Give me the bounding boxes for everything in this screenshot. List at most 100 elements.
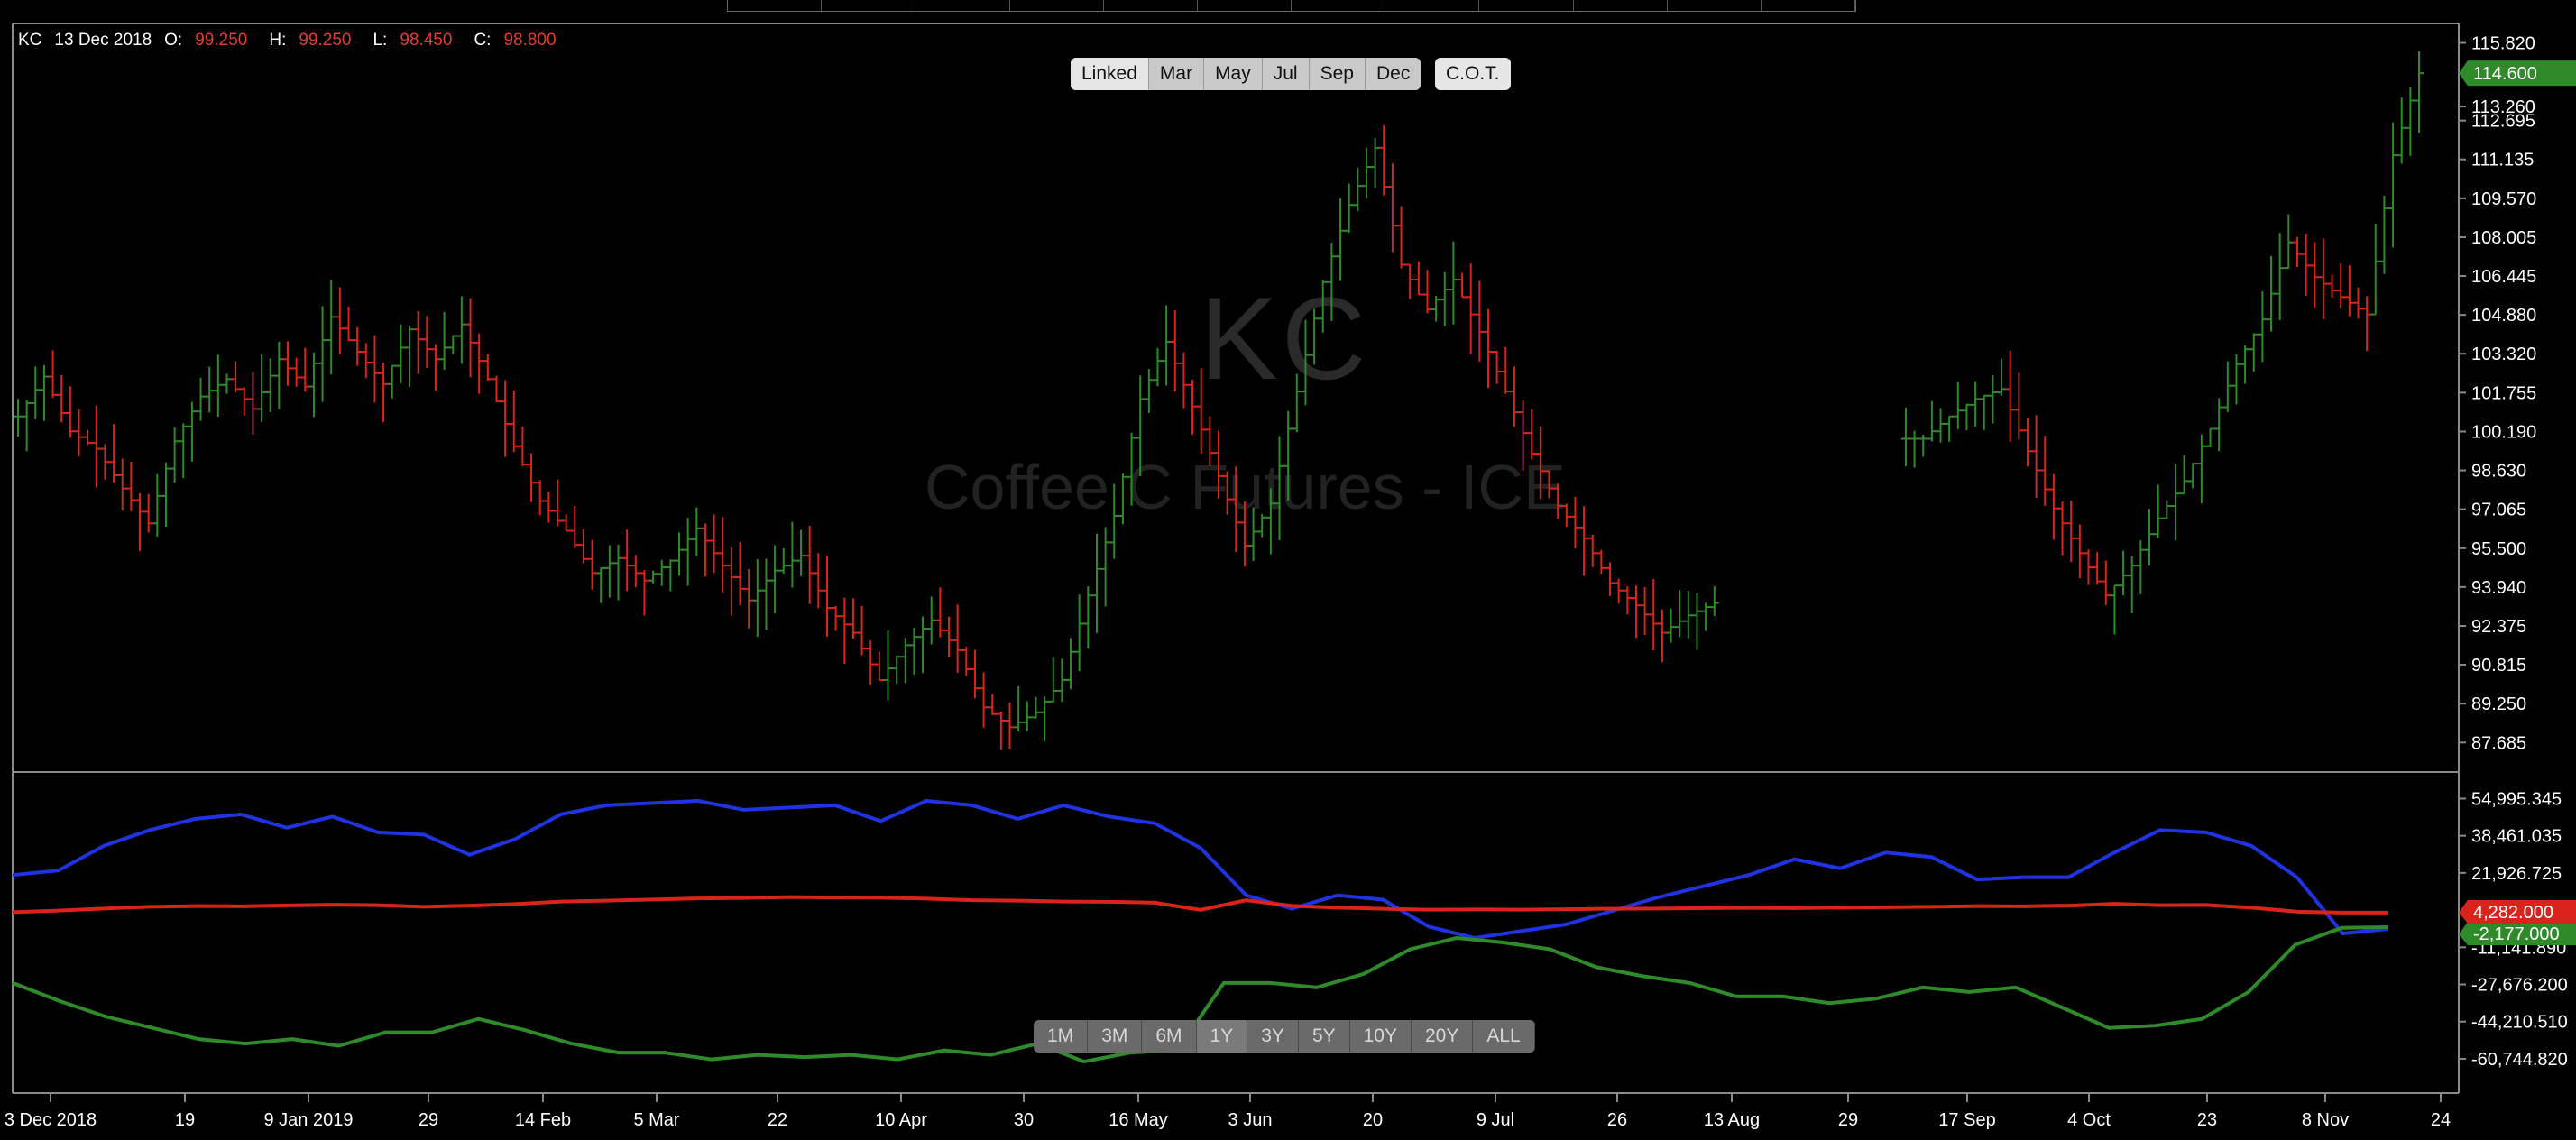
ohlc-bar <box>1162 305 1172 386</box>
ohlc-bar <box>474 333 484 394</box>
ohlc-bar <box>2388 122 2398 248</box>
range-20y-button[interactable]: 20Y <box>1412 1020 1474 1053</box>
ohlc-bar <box>2336 263 2346 309</box>
ohlc-bar <box>1413 261 1423 296</box>
ohlc-bar <box>944 616 954 657</box>
y-tick-label: 111.135 <box>2471 151 2534 170</box>
ohlc-bar <box>1909 430 1919 468</box>
x-tick-label: 9 Jul <box>1477 1110 1514 1130</box>
ohlc-bar <box>2240 345 2250 384</box>
ohlc-bar <box>639 569 649 616</box>
x-tick-label: 23 <box>2197 1110 2217 1130</box>
range-1m-button[interactable]: 1M <box>1034 1020 1089 1053</box>
ohlc-bar <box>1318 280 1328 333</box>
contract-sep-button[interactable]: Sep <box>1309 58 1366 90</box>
ohlc-bar <box>344 306 354 342</box>
ohlc-bar <box>1709 585 1719 617</box>
contract-linked-button[interactable]: Linked <box>1071 58 1149 90</box>
high-value: 99.250 <box>299 31 352 50</box>
ohlc-bar <box>2406 87 2415 156</box>
range-6m-button[interactable]: 6M <box>1142 1020 1197 1053</box>
ohlc-bar <box>2397 97 2406 164</box>
ohlc-bar <box>257 354 267 422</box>
ohlc-bar <box>2153 484 2163 538</box>
watermark-symbol: KC <box>1200 272 1370 404</box>
range-1y-button[interactable]: 1Y <box>1196 1020 1248 1053</box>
y-tick-label: 104.880 <box>2471 306 2536 326</box>
cot-toggle: C.O.T. <box>1435 58 1511 90</box>
ohlc-bar <box>439 311 449 370</box>
ohlc-bar <box>1257 513 1267 538</box>
ohlc-bar <box>456 296 466 364</box>
range-10y-button[interactable]: 10Y <box>1349 1020 1412 1053</box>
ohlc-bar <box>1623 586 1633 615</box>
ohlc-bar <box>361 343 371 379</box>
ohlc-bar <box>152 473 162 537</box>
contract-may-button[interactable]: May <box>1204 58 1263 90</box>
ohlc-bar <box>1458 272 1467 299</box>
cot-line-red <box>12 895 2389 915</box>
range-5y-button[interactable]: 5Y <box>1298 1020 1350 1053</box>
cot-y-tick-label: -60,744.820 <box>2471 1050 2568 1070</box>
ohlc-bar <box>1396 206 1406 269</box>
ohlc-bar <box>2284 214 2294 270</box>
cot-y-tick-label: -27,676.200 <box>2471 976 2568 996</box>
ohlc-bar <box>1005 702 1015 749</box>
ohlc-bar <box>1239 501 1249 567</box>
y-tick-label: 106.445 <box>2471 267 2536 287</box>
ohlc-bar <box>39 365 49 421</box>
ohlc-bar <box>1170 310 1180 392</box>
ohlc-bar <box>282 341 292 386</box>
ohlc-bar <box>74 409 84 457</box>
ohlc-bar <box>109 424 119 483</box>
ohlc-bar <box>2310 242 2320 308</box>
ohlc-bar <box>2249 333 2259 372</box>
ohlc-bar <box>1014 686 1024 731</box>
ohlc-bar <box>1518 400 1528 471</box>
ohlc-bar <box>239 387 249 416</box>
cot-red-value: 4,282.000 <box>2473 903 2553 923</box>
contract-dec-button[interactable]: Dec <box>1365 58 1421 90</box>
contract-mar-button[interactable]: Mar <box>1148 58 1205 90</box>
contract-jul-button[interactable]: Jul <box>1262 58 1310 90</box>
low-label: L: <box>373 31 388 50</box>
ohlc-bar <box>2301 234 2311 296</box>
ohlc-bar <box>1640 586 1650 636</box>
ohlc-bar <box>327 280 336 375</box>
range-3y-button[interactable]: 3Y <box>1247 1020 1299 1053</box>
ohlc-bar <box>1327 242 1337 321</box>
ohlc-bar <box>1971 381 1981 428</box>
ohlc-bar <box>874 651 884 681</box>
ohlc-bar <box>161 462 170 528</box>
ohlc-bar <box>317 306 327 402</box>
ohlc-bar <box>683 517 693 586</box>
ohlc-bar <box>1945 415 1955 442</box>
ohlc-bar <box>718 517 728 593</box>
ohlc-bar <box>709 514 719 574</box>
cot-green-value: -2,177.000 <box>2473 924 2560 944</box>
open-value: 99.250 <box>195 31 248 50</box>
ohlc-bar <box>1353 167 1363 212</box>
ohlc-bar <box>1379 124 1389 196</box>
ohlc-bar <box>587 539 597 590</box>
ohlc-bar <box>413 311 423 374</box>
cot-red-badge: 4,282.000 <box>2459 899 2576 924</box>
ohlc-bar <box>291 357 301 387</box>
ohlc-bar <box>2370 223 2380 316</box>
x-tick-label: 8 Nov <box>2302 1110 2349 1130</box>
ohlc-bar <box>544 492 554 523</box>
ohlc-bar <box>31 366 41 420</box>
ohlc-bar <box>1527 409 1537 460</box>
ohlc-bar <box>2292 236 2302 267</box>
x-tick-label: 19 <box>175 1110 195 1130</box>
ohlc-bar <box>265 358 275 412</box>
ohlc-bar <box>1144 369 1154 413</box>
ohlc-bar <box>909 627 919 676</box>
ohlc-bar <box>2057 501 2067 556</box>
x-tick-label: 22 <box>768 1110 787 1130</box>
cot-button[interactable]: C.O.T. <box>1435 58 1511 90</box>
x-tick-label: 10 Apr <box>875 1110 927 1130</box>
range-all-button[interactable]: ALL <box>1473 1020 1535 1053</box>
range-3m-button[interactable]: 3M <box>1088 1020 1143 1053</box>
